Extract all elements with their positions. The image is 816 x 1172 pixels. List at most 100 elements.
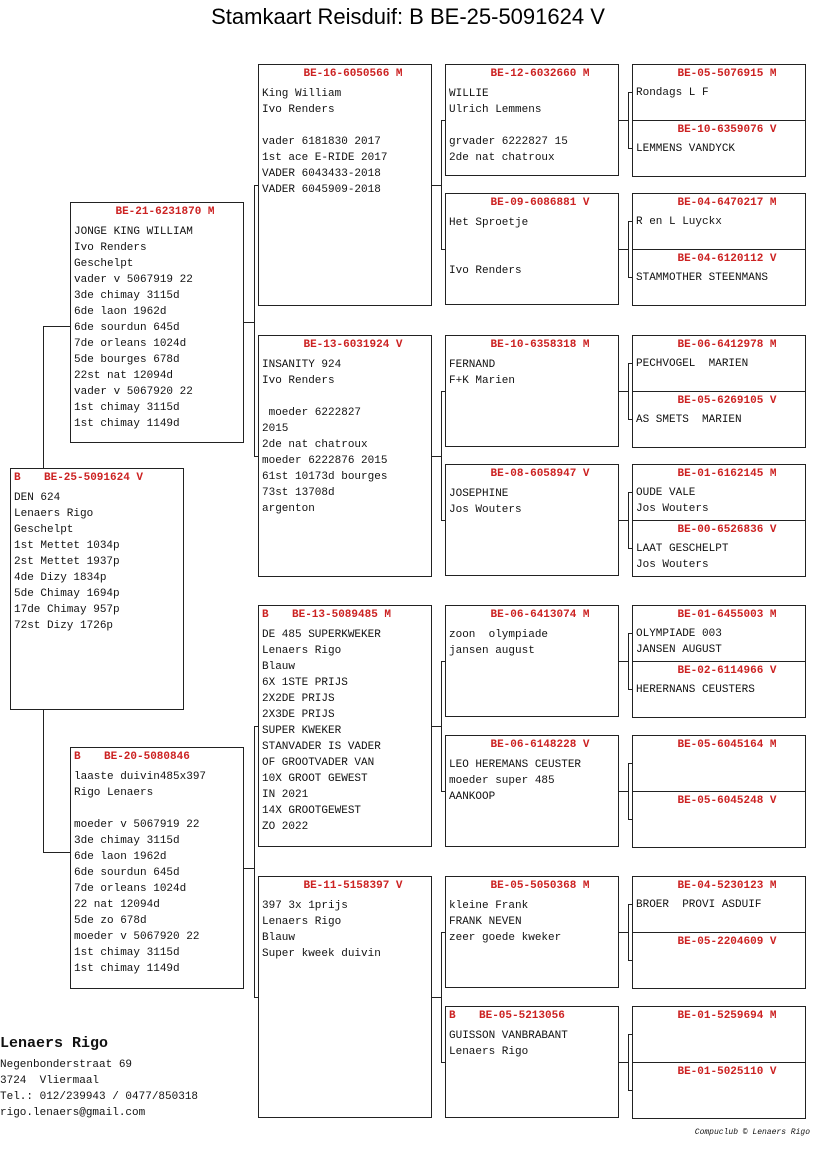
info-line: zeer goede kweker — [449, 932, 562, 944]
pigeon-card-gggp-5[interactable]: BE-05-6269105 V AS SMETS MARIEN — [632, 391, 806, 448]
info-line: R en L Luyckx — [636, 216, 722, 228]
pigeon-card-ggp-6[interactable]: BE-05-5050368 M kleine Frank FRANK NEVEN ze… — [445, 876, 619, 988]
connector-line — [441, 661, 442, 792]
info-line: 2st Mettet 1937p — [14, 556, 120, 568]
pigeon-card-gggp-12[interactable]: BE-04-5230123 M BROER PROVI ASDUIF — [632, 876, 806, 933]
connector-line — [43, 326, 44, 468]
info-line: HERERNANS CEUSTERS — [636, 684, 755, 696]
pigeon-card-gggp-4[interactable]: BE-06-6412978 M PECHVOGEL MARIEN — [632, 335, 806, 392]
pigeon-card-ggp-7[interactable]: B BE-05-5213056 GUISSON VANBRABANT Lenaers … — [445, 1006, 619, 1118]
owner-city: 3724 Vliermaal — [0, 1075, 100, 1087]
pigeon-card-gggp-1[interactable]: BE-10-6359076 V LEMMENS VANDYCK — [632, 120, 806, 177]
pigeon-card-sire[interactable]: BE-21-6231870 M JONGE KING WILLIAM Ivo Ren… — [70, 202, 244, 443]
pigeon-info: JONGE KING WILLIAM Ivo Renders Geschelpt va… — [71, 220, 243, 432]
ring-number: BE-16-6050566 M — [303, 68, 403, 80]
ring-number: BE-04-5230123 M — [677, 880, 777, 892]
ring-number-header: B BE-05-5213056 — [446, 1007, 618, 1024]
info-line: moeder v 5067920 22 — [74, 931, 200, 943]
pigeon-card-gp-3[interactable]: BE-11-5158397 V 397 3x 1prijs Lenaers Rigo… — [258, 876, 432, 1118]
info-line: JONGE KING WILLIAM — [74, 226, 193, 238]
info-line: moeder 6222876 2015 — [262, 455, 388, 467]
info-line: VADER 6043433-2018 — [262, 168, 381, 180]
pigeon-info — [633, 753, 805, 756]
connector-line — [619, 249, 628, 250]
ring-number: BE-11-5158397 V — [303, 880, 403, 892]
info-line: 6X 1STE PRIJS — [262, 677, 348, 689]
pigeon-card-ggp-4[interactable]: BE-06-6413074 M zoon olympiade jansen augu… — [445, 605, 619, 717]
info-line — [449, 118, 618, 134]
software-credit: Compuclub © Lenaers Rigo — [694, 1128, 810, 1137]
ring-number: BE-04-6120112 V — [677, 253, 777, 265]
info-line: 1st ace E-RIDE 2017 — [262, 152, 388, 164]
pigeon-card-gggp-6[interactable]: BE-01-6162145 M OUDE VALE Jos Wouters — [632, 464, 806, 521]
info-line: FERNAND — [449, 359, 496, 371]
connector-line — [628, 419, 632, 420]
pigeon-card-gggp-10[interactable]: BE-05-6045164 M — [632, 735, 806, 792]
info-line: Geschelpt — [74, 258, 134, 270]
page-title: Stamkaart Reisduif: B BE-25-5091624 V — [211, 4, 605, 29]
pigeon-card-gp-2[interactable]: B BE-13-5089485 M DE 485 SUPERKWEKER Lenaer… — [258, 605, 432, 847]
info-line: Blauw — [262, 932, 296, 944]
pigeon-card-gggp-11[interactable]: BE-05-6045248 V — [632, 791, 806, 848]
ring-number: BE-08-6058947 V — [490, 468, 590, 480]
connector-line — [244, 322, 254, 323]
pigeon-card-gggp-3[interactable]: BE-04-6120112 V STAMMOTHER STEENMANS — [632, 249, 806, 306]
info-line: 22st nat 12094d — [74, 370, 174, 382]
pigeon-card-gggp-2[interactable]: BE-04-6470217 M R en L Luyckx — [632, 193, 806, 250]
info-line: PECHVOGEL MARIEN — [636, 358, 749, 370]
ring-number-header: BE-02-6114966 V — [633, 662, 805, 679]
ring-number-header: BE-06-6412978 M — [633, 336, 805, 353]
owner-email[interactable]: rigo.lenaers@gmail.com — [0, 1107, 146, 1119]
info-line: LAAT GESCHELPT — [636, 543, 729, 555]
pigeon-card-ggp-1[interactable]: BE-09-6086881 V Het Sproetje Ivo Renders — [445, 193, 619, 305]
info-line: IN 2021 — [262, 789, 309, 801]
pigeon-card-ggp-3[interactable]: BE-08-6058947 V JOSEPHINE Jos Wouters — [445, 464, 619, 576]
ring-number-header: B BE-20-5080846 — [71, 748, 243, 765]
connector-line — [43, 852, 70, 853]
connector-line — [619, 391, 628, 392]
connector-line — [432, 456, 441, 457]
ring-number-header: BE-21-6231870 M — [71, 203, 243, 220]
connector-line — [441, 120, 442, 250]
pigeon-card-ggp-2[interactable]: BE-10-6358318 M FERNAND F+K Marien — [445, 335, 619, 447]
pigeon-card-gggp-8[interactable]: BE-01-6455003 M OLYMPIADE 003 JANSEN AUGUS… — [632, 605, 806, 662]
pigeon-info: INSANITY 924 Ivo Renders moeder 6222827 20… — [259, 353, 431, 517]
pigeon-card-gggp-14[interactable]: BE-01-5259694 M — [632, 1006, 806, 1063]
pigeon-card-gggp-0[interactable]: BE-05-5076915 M Rondags L F — [632, 64, 806, 121]
pigeon-card-dam[interactable]: B BE-20-5080846 laaste duivin485x397 Rigo L… — [70, 747, 244, 989]
info-line — [449, 247, 618, 263]
ring-number-header: BE-09-6086881 V — [446, 194, 618, 211]
connector-line — [43, 710, 44, 852]
connector-line — [441, 1062, 445, 1063]
pigeon-card-gggp-13[interactable]: BE-05-2204609 V — [632, 932, 806, 989]
ring-number: BE-06-6413074 M — [490, 609, 590, 621]
connector-line — [628, 492, 632, 493]
info-line: Ivo Renders — [449, 265, 522, 277]
ring-number-header: BE-05-6269105 V — [633, 392, 805, 409]
ring-number-header: BE-05-2204609 V — [633, 933, 805, 950]
ring-number-header: BE-13-6031924 V — [259, 336, 431, 353]
connector-line — [628, 960, 632, 961]
info-line: INSANITY 924 — [262, 359, 342, 371]
pigeon-card-gggp-9[interactable]: BE-02-6114966 V HERERNANS CEUSTERS — [632, 661, 806, 718]
pigeon-card-ggp-5[interactable]: BE-06-6148228 V LEO HEREMANS CEUSTER moede… — [445, 735, 619, 847]
info-line: STANVADER IS VADER — [262, 741, 381, 753]
connector-line — [628, 1034, 629, 1091]
connector-line — [254, 997, 258, 998]
pigeon-card-gp-0[interactable]: BE-16-6050566 M King William Ivo Renders va… — [258, 64, 432, 306]
connector-line — [628, 763, 632, 764]
info-line: 3de chimay 3115d — [74, 835, 180, 847]
pigeon-card-gggp-7[interactable]: BE-00-6526836 V LAAT GESCHELPT Jos Wouters — [632, 520, 806, 577]
pigeon-card-ggp-0[interactable]: BE-12-6032660 M WILLIE Ulrich Lemmens grvad… — [445, 64, 619, 176]
pigeon-info — [633, 1080, 805, 1083]
ring-number-header: BE-04-6470217 M — [633, 194, 805, 211]
info-line — [262, 118, 431, 134]
info-line: Ivo Renders — [74, 242, 147, 254]
connector-line — [432, 185, 441, 186]
connector-line — [619, 932, 628, 933]
pigeon-card-gp-1[interactable]: BE-13-6031924 V INSANITY 924 Ivo Renders m… — [258, 335, 432, 577]
pigeon-card-subject[interactable]: B BE-25-5091624 V DEN 624 Lenaers Rigo Gesch… — [10, 468, 184, 710]
pigeon-card-gggp-15[interactable]: BE-01-5025110 V — [632, 1062, 806, 1119]
info-line: Lenaers Rigo — [14, 508, 94, 520]
info-line: 7de orleans 1024d — [74, 338, 187, 350]
